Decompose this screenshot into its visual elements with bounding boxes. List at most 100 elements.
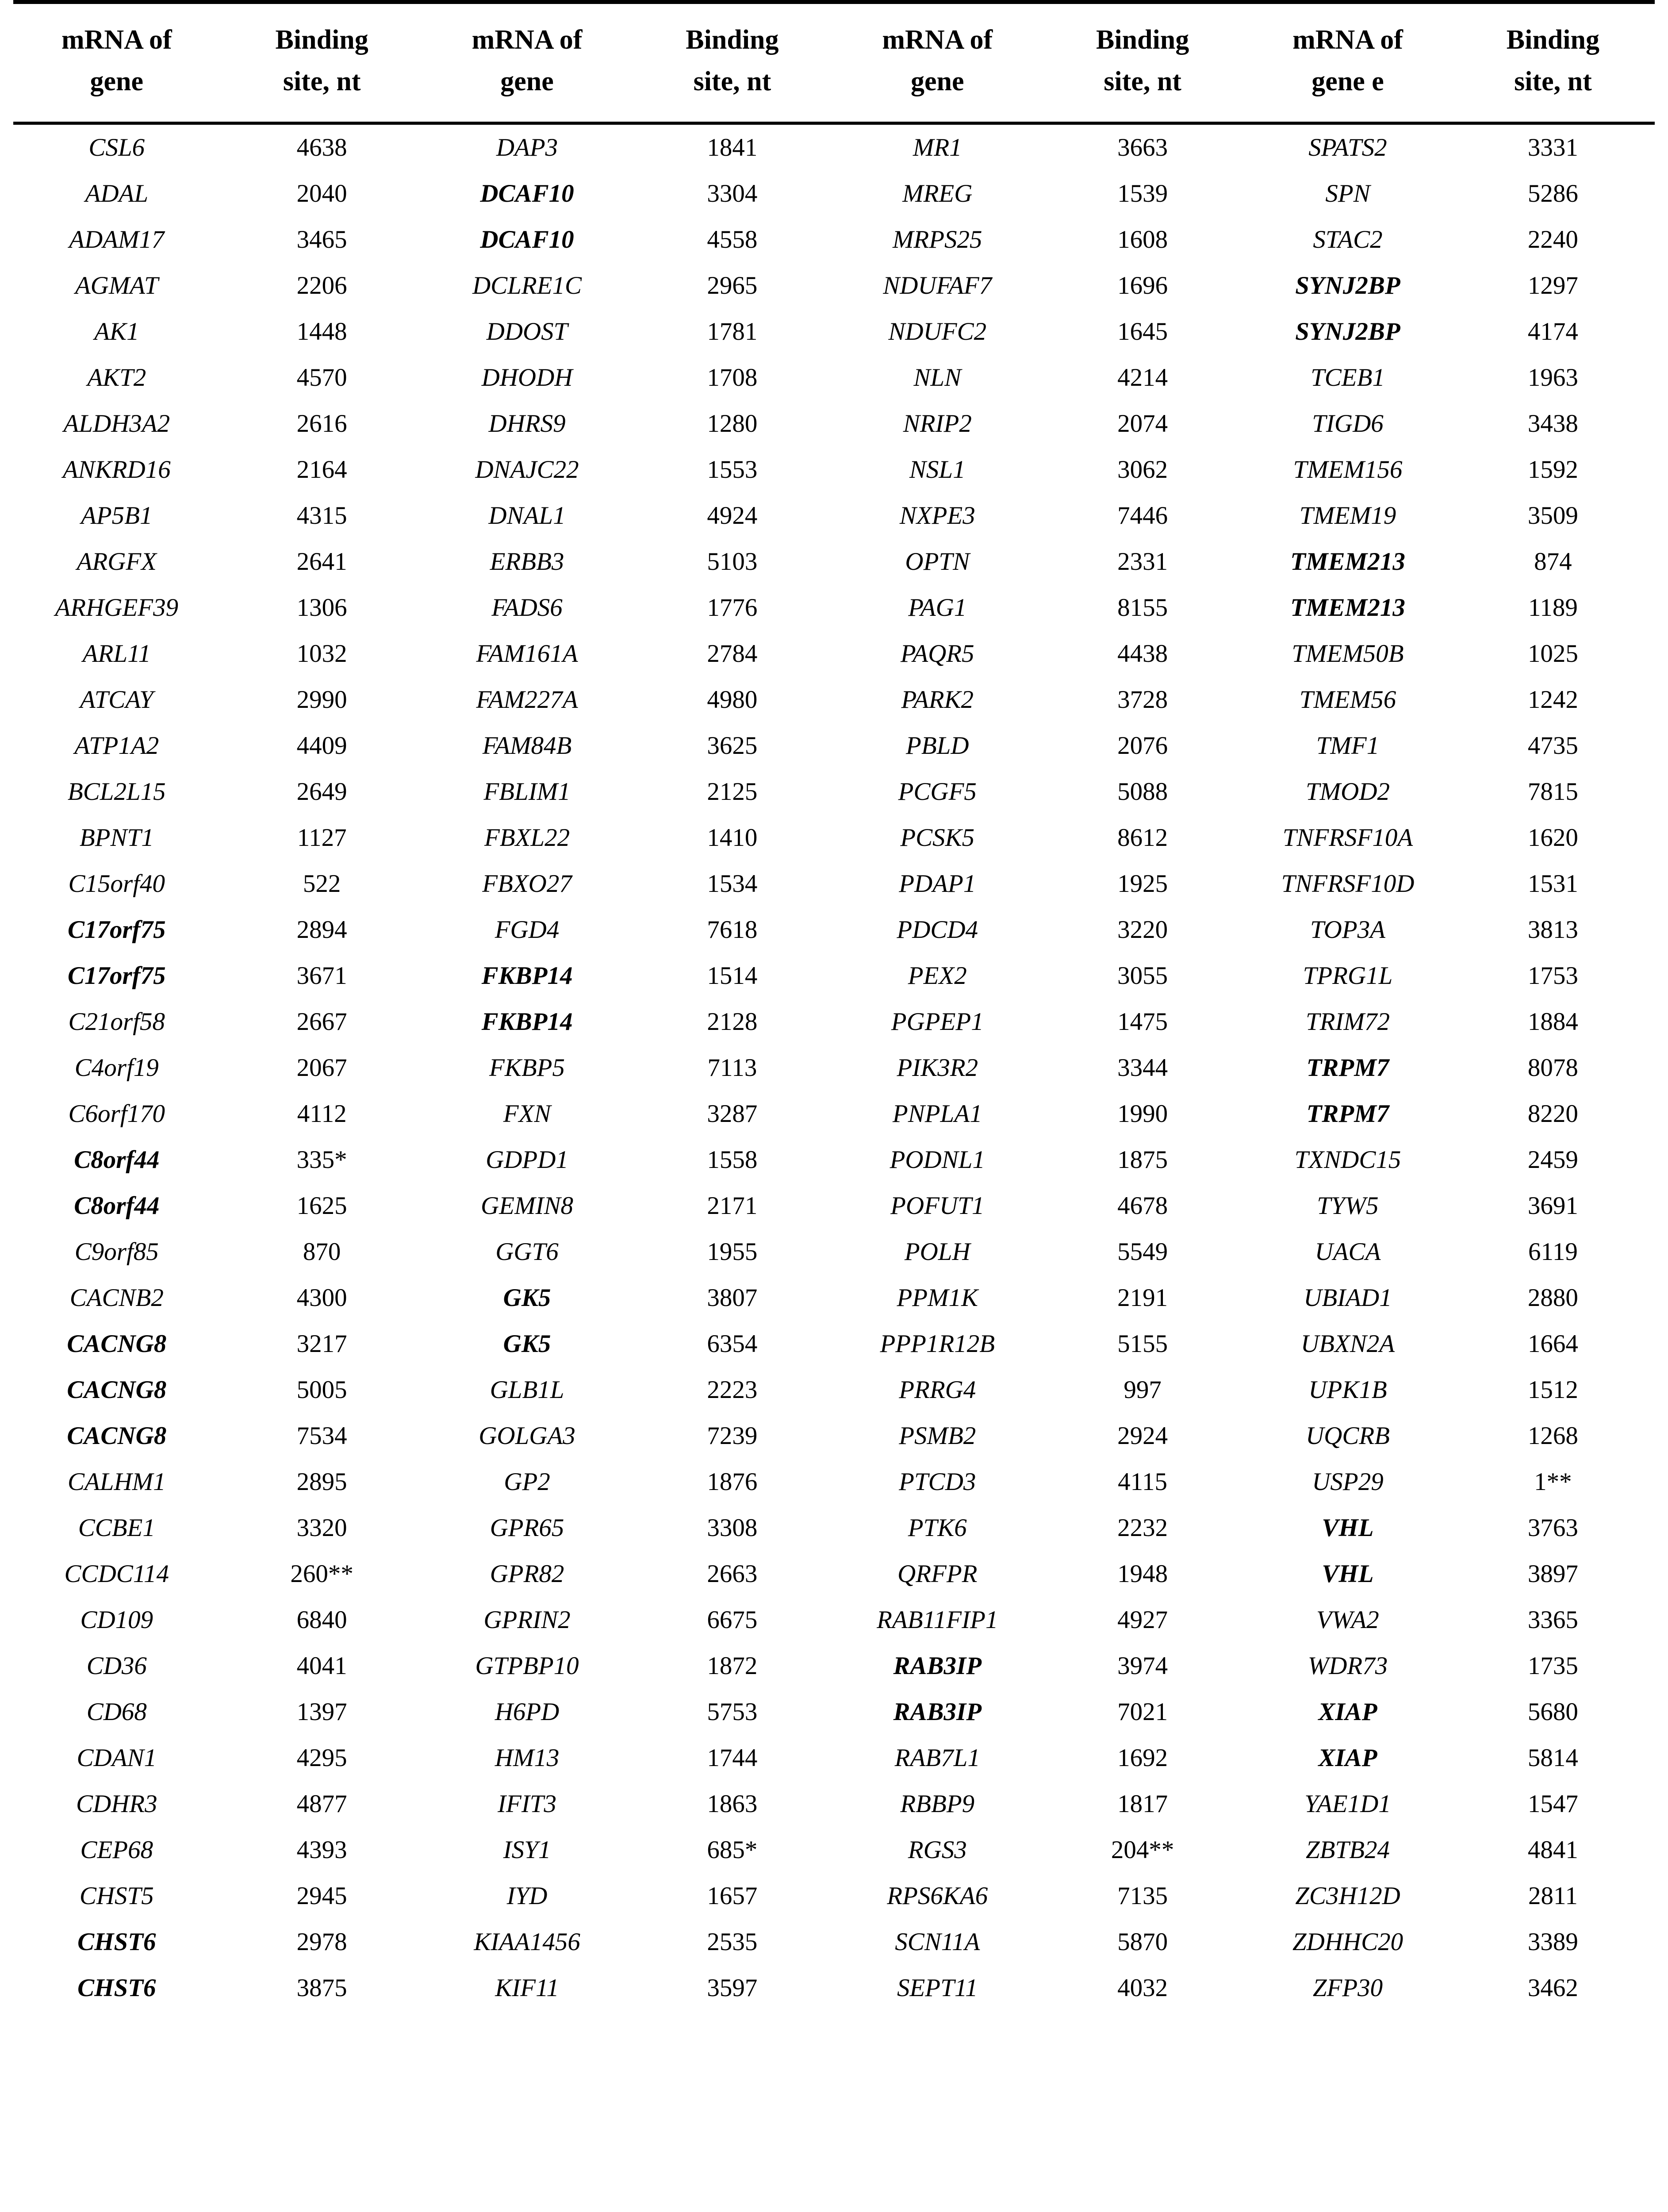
table-row: CHST5 2945 IYD 1657 RPS6KA6 7135 ZC3H12D 2811 — [13, 1873, 1655, 1919]
binding-site-cell: 8220 — [1527, 1100, 1578, 1128]
binding-site-cell: 3220 — [1117, 916, 1168, 944]
gene-name-cell: RBBP9 — [900, 1790, 975, 1818]
binding-site-cell: 1297 — [1527, 272, 1578, 300]
column-header-line1: Binding — [1096, 25, 1189, 55]
binding-site-cell: 3365 — [1527, 1606, 1578, 1634]
gene-name-cell: PCGF5 — [898, 778, 977, 806]
column-header-mrna-gene-1: mRNA of gene — [13, 0, 220, 125]
table-row: AKT2 4570 DHODH 1708 NLN 4214 TCEB1 1963 — [13, 355, 1655, 401]
gene-name-cell: GPR82 — [490, 1560, 564, 1588]
binding-site-cell: 1475 — [1117, 1008, 1168, 1036]
binding-site-cell: 4678 — [1117, 1192, 1168, 1220]
binding-site-cell: 6119 — [1528, 1238, 1578, 1266]
gene-name-cell: PEX2 — [908, 962, 967, 990]
binding-site-cell: 7534 — [296, 1422, 347, 1450]
binding-site-cell: 997 — [1124, 1376, 1162, 1404]
gene-name-cell: FBLIM1 — [483, 778, 571, 806]
gene-name-cell: GTPBP10 — [475, 1652, 579, 1680]
binding-site-cell: 7135 — [1117, 1882, 1168, 1910]
gene-name-cell: SYNJ2BP — [1295, 272, 1400, 300]
binding-site-cell: 4295 — [296, 1744, 347, 1772]
gene-name-cell: FKBP14 — [481, 1008, 573, 1036]
table-row: CD109 6840 GPRIN2 6675 RAB11FIP1 4927 VWA2 3365 — [13, 1597, 1655, 1643]
gene-name-cell: ISY1 — [503, 1836, 551, 1864]
gene-name-cell: GGT6 — [495, 1238, 559, 1266]
binding-site-cell: 5286 — [1527, 180, 1578, 208]
gene-name-cell: C4orf19 — [74, 1054, 159, 1082]
gene-name-cell: ERBB3 — [490, 548, 564, 576]
binding-site-cell: 4924 — [707, 502, 758, 530]
binding-site-cell: 3974 — [1117, 1652, 1168, 1680]
binding-site-cell: 1955 — [707, 1238, 758, 1266]
gene-name-cell: C6orf170 — [68, 1100, 165, 1128]
binding-site-cell: 1397 — [296, 1698, 347, 1726]
table-row: ARGFX 2641 ERBB3 5103 OPTN 2331 TMEM213 874 — [13, 539, 1655, 585]
gene-name-cell: SYNJ2BP — [1295, 318, 1400, 346]
gene-name-cell: PPM1K — [897, 1284, 978, 1312]
column-header-line2: site, nt — [283, 66, 361, 97]
binding-site-cell: 3625 — [707, 732, 758, 760]
column-header-line1: mRNA of — [1292, 25, 1403, 55]
binding-site-cell: 2171 — [707, 1192, 758, 1220]
table-row: C4orf19 2067 FKBP5 7113 PIK3R2 3344 TRPM7 8078 — [13, 1045, 1655, 1091]
binding-site-cell: 1306 — [296, 594, 347, 622]
gene-name-cell: AKT2 — [87, 364, 146, 392]
gene-name-cell: CALHM1 — [67, 1468, 166, 1496]
binding-site-cell: 1753 — [1527, 962, 1578, 990]
column-header-line1: mRNA of — [61, 25, 172, 55]
column-header-binding-site-2: Binding site, nt — [630, 0, 834, 125]
binding-site-cell: 4214 — [1117, 364, 1168, 392]
binding-site-cell: 8078 — [1527, 1054, 1578, 1082]
gene-name-cell: NSL1 — [909, 456, 966, 484]
gene-name-cell: DDOST — [486, 318, 568, 346]
table-row: CD68 1397 H6PD 5753 RAB3IP 7021 XIAP 5680 — [13, 1689, 1655, 1735]
binding-site-cell: 2074 — [1117, 410, 1168, 438]
binding-site-cell: 4927 — [1117, 1606, 1168, 1634]
gene-name-cell: TRIM72 — [1306, 1008, 1390, 1036]
binding-site-cell: 4570 — [296, 364, 347, 392]
gene-name-cell: TMEM19 — [1299, 502, 1396, 530]
binding-site-cell: 1531 — [1527, 870, 1578, 898]
binding-site-cell: 5549 — [1117, 1238, 1168, 1266]
binding-site-cell: 3813 — [1527, 916, 1578, 944]
table-row: CHST6 3875 KIF11 3597 SEPT11 4032 ZFP30 3462 — [13, 1965, 1655, 2011]
gene-name-cell: PARK2 — [901, 686, 974, 714]
gene-name-cell: DHRS9 — [488, 410, 566, 438]
binding-site-cell: 2125 — [707, 778, 758, 806]
binding-site-cell: 2616 — [296, 410, 347, 438]
gene-name-cell: BPNT1 — [79, 824, 154, 852]
binding-site-cell: 4841 — [1527, 1836, 1578, 1864]
gene-name-cell: STAC2 — [1313, 226, 1383, 254]
binding-site-cell: 1410 — [707, 824, 758, 852]
gene-name-cell: TRPM7 — [1306, 1100, 1389, 1128]
binding-site-cell: 5753 — [707, 1698, 758, 1726]
gene-name-cell: CHST5 — [79, 1882, 154, 1910]
gene-name-cell: GDPD1 — [486, 1146, 568, 1174]
table-row: C8orf44 1625 GEMIN8 2171 POFUT1 4678 TYW5 3691 — [13, 1183, 1655, 1229]
table-row: C15orf40 522 FBXO27 1534 PDAP1 1925 TNFRSF10D 1… — [13, 861, 1655, 907]
binding-site-cell: 1242 — [1527, 686, 1578, 714]
binding-site-cell: 2924 — [1117, 1422, 1168, 1450]
binding-site-cell: 1032 — [296, 640, 347, 668]
binding-site-cell: 8612 — [1117, 824, 1168, 852]
table-body: CSL6 4638 DAP3 1841 MR1 3663 SPATS2 3331 ADAL 204… — [13, 123, 1655, 2012]
binding-site-cell: 6354 — [707, 1330, 758, 1358]
gene-name-cell: GP2 — [504, 1468, 550, 1496]
gene-name-cell: PSMB2 — [899, 1422, 976, 1450]
column-header-line1: mRNA of — [472, 25, 583, 55]
gene-name-cell: TMEM56 — [1299, 686, 1396, 714]
gene-name-cell: CD109 — [80, 1606, 153, 1634]
table-row: CDHR3 4877 IFIT3 1863 RBBP9 1817 YAE1D1 1547 — [13, 1781, 1655, 1827]
gene-name-cell: NDUFC2 — [888, 318, 987, 346]
binding-site-cell: 2880 — [1527, 1284, 1578, 1312]
gene-name-cell: GPR65 — [490, 1514, 564, 1542]
binding-site-cell: 2040 — [296, 180, 347, 208]
table-row: C17orf75 2894 FGD4 7618 PDCD4 3220 TOP3A 3813 — [13, 907, 1655, 953]
gene-name-cell: BCL2L15 — [67, 778, 166, 806]
gene-name-cell: TNFRSF10D — [1281, 870, 1415, 898]
binding-site-cell: 7021 — [1117, 1698, 1168, 1726]
column-header-binding-site-4: Binding site, nt — [1451, 0, 1655, 125]
gene-name-cell: TOP3A — [1310, 916, 1385, 944]
binding-site-cell: 4032 — [1117, 1974, 1168, 2002]
table-row: C17orf75 3671 FKBP14 1514 PEX2 3055 TPRG1L 1753 — [13, 953, 1655, 999]
